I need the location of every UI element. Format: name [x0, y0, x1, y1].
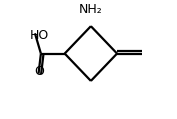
Text: HO: HO: [30, 29, 49, 42]
Text: NH₂: NH₂: [79, 3, 103, 16]
Text: O: O: [34, 65, 44, 78]
